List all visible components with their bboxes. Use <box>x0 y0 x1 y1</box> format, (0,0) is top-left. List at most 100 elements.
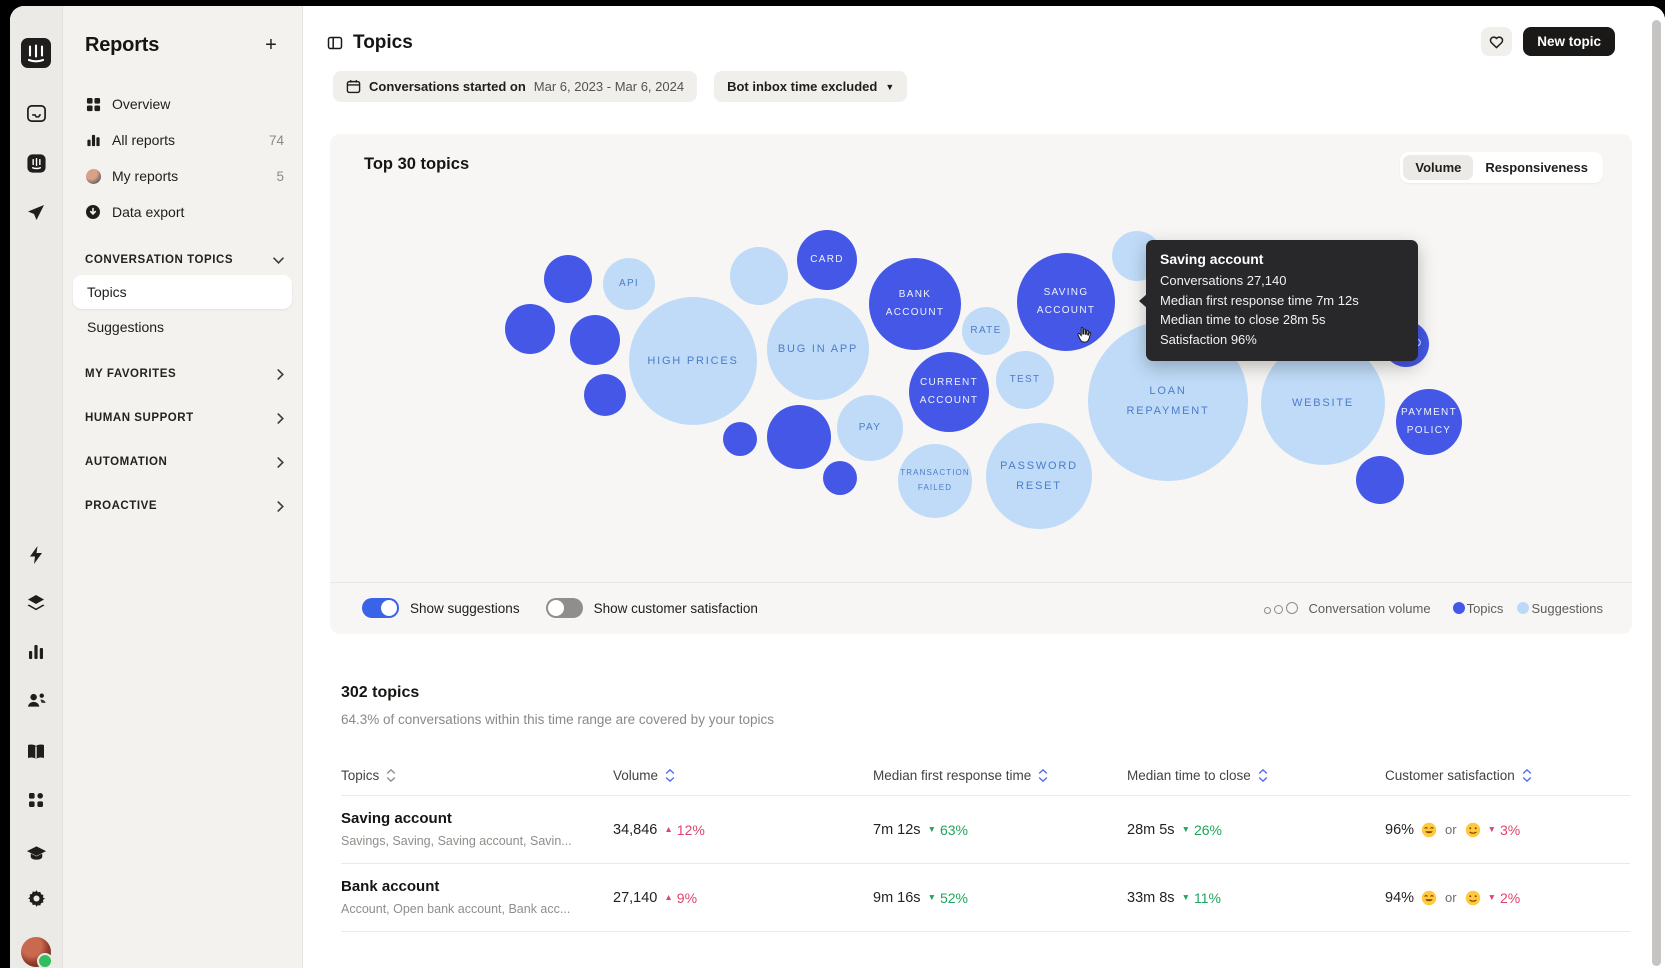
section-label: PROACTIVE <box>85 500 158 512</box>
user-avatar[interactable] <box>21 937 53 968</box>
download-icon <box>85 204 101 220</box>
bubble-pay[interactable]: PAY <box>837 395 903 461</box>
online-status-dot <box>37 953 53 968</box>
bubble-unlabeled[interactable] <box>723 422 757 456</box>
sidebar-nav: Overview All reports 74 My reports 5 Data exp… <box>63 86 302 520</box>
column-header-customer-satisfaction[interactable]: Customer satisfaction <box>1385 768 1630 783</box>
bubble-website[interactable]: WEBSITE <box>1261 341 1385 465</box>
knowledge-icon[interactable] <box>24 740 48 764</box>
column-header-median-time-to-close[interactable]: Median time to close <box>1127 768 1385 783</box>
sidebar-section-human-support[interactable]: HUMAN SUPPORT <box>63 404 302 432</box>
column-header-median-first-response-time[interactable]: Median first response time <box>873 768 1127 783</box>
table-row-saving-account[interactable]: Saving account Savings, Saving, Saving ac… <box>341 796 1630 864</box>
sort-icon[interactable] <box>665 768 675 782</box>
volume-size-icon <box>1264 602 1299 614</box>
intercom-logo[interactable] <box>21 38 51 68</box>
heart-icon <box>1489 35 1504 49</box>
sort-icon[interactable] <box>1522 768 1532 782</box>
chart-view-tabs: Volume Responsiveness <box>1400 152 1603 183</box>
chart-title: Top 30 topics <box>364 155 470 173</box>
bubble-bug-in-app[interactable]: BUG IN APP <box>767 298 869 400</box>
bubble-unlabeled[interactable] <box>767 405 831 469</box>
scrollbar[interactable] <box>1652 20 1661 966</box>
bubble-rate[interactable]: RATE <box>962 307 1010 355</box>
bubble-unlabeled[interactable] <box>730 247 788 305</box>
bubble-unlabeled[interactable] <box>584 374 626 416</box>
layers-icon[interactable] <box>24 591 48 615</box>
smiley-grin-icon <box>1421 822 1437 838</box>
delta-value: 11% <box>1193 889 1221 906</box>
outbound-icon[interactable] <box>24 201 48 225</box>
bubble-unlabeled[interactable] <box>544 255 592 303</box>
messenger-icon[interactable] <box>24 151 48 175</box>
bubble-unlabeled[interactable] <box>1356 456 1404 504</box>
sidebar-section-conversation-topics[interactable]: CONVERSATION TOPICS <box>63 246 302 274</box>
cell-csat: 94% or ▼ 2% <box>1385 890 1630 906</box>
nav-rail <box>10 6 63 968</box>
academy-icon[interactable] <box>24 841 48 865</box>
contacts-icon[interactable] <box>24 688 48 712</box>
bubble-current-account[interactable]: CURRENT ACCOUNT <box>909 352 989 432</box>
settings-icon[interactable] <box>24 886 48 910</box>
section-label: MY FAVORITES <box>85 368 177 380</box>
inbox-icon[interactable] <box>24 101 48 125</box>
filter-pill-conversations-started-on[interactable]: Conversations started on Mar 6, 2023 - Ma… <box>333 71 698 102</box>
toggle-sidebar-icon[interactable] <box>327 35 343 51</box>
delta-up-icon: ▲ <box>664 892 673 903</box>
column-label: Customer satisfaction <box>1385 767 1515 783</box>
sort-icon[interactable] <box>1258 768 1268 782</box>
table-row-bank-account[interactable]: Bank account Account, Open bank account, … <box>341 864 1630 932</box>
sidebar-item-data-export[interactable]: Data export <box>63 194 302 230</box>
column-label: Median time to close <box>1127 767 1251 783</box>
my-reports-avatar <box>85 168 101 184</box>
sidebar-item-overview[interactable]: Overview <box>63 86 302 122</box>
sidebar-item-my-reports[interactable]: My reports 5 <box>63 158 302 194</box>
toggle-label: Show customer satisfaction <box>593 600 758 616</box>
lightning-icon[interactable] <box>24 543 48 567</box>
add-report-button[interactable]: + <box>258 32 284 58</box>
bubble-unlabeled[interactable] <box>505 304 555 354</box>
csat-value: 96% <box>1385 821 1415 838</box>
column-header-volume[interactable]: Volume <box>613 768 873 783</box>
sidebar-item-topics[interactable]: Topics <box>73 275 292 309</box>
column-label: Topics <box>341 767 380 783</box>
delta-down-icon: ▼ <box>1487 824 1497 835</box>
metric-value: 34,846 <box>613 821 658 838</box>
column-header-topics[interactable]: Topics <box>341 768 613 783</box>
bubble-bank-account[interactable]: BANK ACCOUNT <box>869 258 961 350</box>
cell-topic: Saving account Savings, Saving, Saving ac… <box>341 809 613 850</box>
bubble-unlabeled[interactable] <box>823 461 857 495</box>
apps-icon[interactable] <box>24 788 48 812</box>
tab-volume[interactable]: Volume <box>1403 155 1474 180</box>
sort-icon[interactable] <box>386 768 396 782</box>
new-topic-button[interactable]: New topic <box>1523 27 1615 56</box>
sort-icon[interactable] <box>1038 768 1048 782</box>
sidebar-item-suggestions[interactable]: Suggestions <box>87 319 165 335</box>
delta-down-icon: ▼ <box>927 892 936 903</box>
delta-value: 26% <box>1193 821 1223 838</box>
toggle-show-customer-satisfaction[interactable]: Show customer satisfaction <box>545 598 758 618</box>
delta-down-icon: ▼ <box>1487 892 1497 903</box>
bubble-password-reset[interactable]: PASSWORD RESET <box>986 423 1092 529</box>
sidebar-item-all-reports[interactable]: All reports 74 <box>63 122 302 158</box>
bubble-unlabeled[interactable] <box>570 315 620 365</box>
tab-responsiveness[interactable]: Responsiveness <box>1485 160 1588 175</box>
bubble-test[interactable]: TEST <box>996 351 1054 409</box>
toggle-switch[interactable] <box>545 598 583 618</box>
bubble-high-prices[interactable]: HIGH PRICES <box>629 297 757 425</box>
bubble-api[interactable]: API <box>603 258 655 310</box>
sidebar-section-my-favorites[interactable]: MY FAVORITES <box>63 360 302 388</box>
bubble-card[interactable]: CARD <box>797 230 857 290</box>
bubble-saving-account[interactable]: SAVING ACCOUNT <box>1017 253 1115 351</box>
bubble-transaction-failed[interactable]: TRANSACTION FAILED <box>898 444 972 518</box>
sidebar-section-proactive[interactable]: PROACTIVE <box>63 492 302 520</box>
sidebar-section-automation[interactable]: AUTOMATION <box>63 448 302 476</box>
toggle-switch[interactable] <box>362 598 399 618</box>
legend-label: Topics <box>1466 600 1504 616</box>
reports-icon[interactable] <box>24 640 48 664</box>
filter-pill-bot-inbox-time-excluded[interactable]: Bot inbox time excluded ▼ <box>714 71 908 102</box>
favorite-button[interactable] <box>1481 27 1513 56</box>
bubble-payment-policy[interactable]: PAYMENT POLICY <box>1396 389 1462 455</box>
toggle-show-suggestions[interactable]: Show suggestions <box>362 598 520 618</box>
topic-name: Saving account <box>341 810 452 827</box>
